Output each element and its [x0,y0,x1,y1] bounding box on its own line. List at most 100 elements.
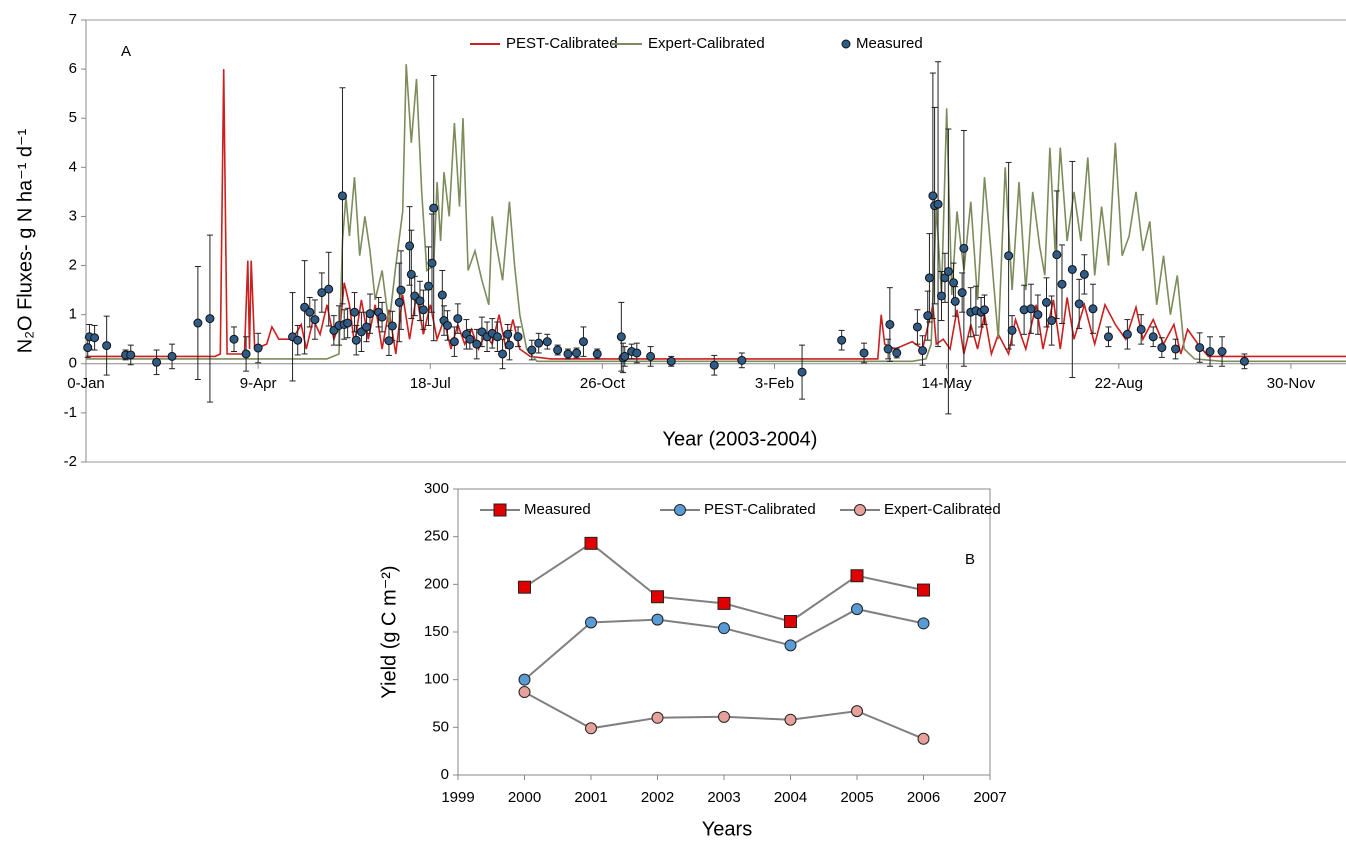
data-point [406,269,416,279]
data-point [405,241,415,251]
data-point [646,351,656,361]
marker [585,722,597,735]
data-point [350,307,360,317]
data-point [923,311,933,321]
marker [651,590,664,604]
data-point [1195,343,1205,353]
legend-label: Measured [524,501,591,518]
data-point [943,266,953,276]
data-point [553,345,563,355]
data-point [1033,310,1043,320]
data-point [885,319,895,329]
y-tick-label: 6 [69,60,77,77]
data-point [1217,347,1227,356]
legend-marker [854,504,866,516]
data-point [513,332,523,342]
y-tick-label: 1 [69,306,77,323]
marker [718,622,730,635]
data-point [797,367,807,377]
x-tick-label: 18-Jul [410,375,451,392]
data-point [534,338,544,348]
y-tick-label: 7 [69,11,77,28]
y-tick-label: 0 [441,766,449,783]
y-tick-label: -2 [64,453,77,470]
marker [518,580,531,594]
data-point [427,258,437,268]
data-point [892,348,902,358]
data-point [167,351,177,361]
data-point [418,305,428,315]
data-point [859,348,869,358]
data-point [465,334,475,344]
marker [917,732,930,745]
series-line [86,69,1346,360]
x-axis-title: Years [702,818,752,840]
data-point [1041,297,1051,307]
data-point [1122,329,1132,339]
y-tick-label: -1 [64,404,77,421]
marker [784,615,797,629]
data-point [1171,344,1181,354]
x-tick-label: 3-Feb [755,375,794,392]
y-tick-label: 250 [424,528,449,545]
y-tick-label: 3 [69,207,77,224]
data-point [377,312,387,322]
x-tick-label: 0-Jan [67,375,105,392]
data-point [351,335,361,345]
data-point [90,333,100,343]
data-point [362,322,372,332]
x-tick-label: 9-Apr [240,375,277,392]
x-tick-label: 30-Nov [1267,375,1316,392]
data-point [950,296,960,306]
x-tick-label: 1999 [441,789,474,806]
data-point [1067,264,1077,274]
data-point [959,243,969,253]
data-point [936,291,946,301]
x-tick-label: 2004 [774,789,807,806]
data-point [957,288,967,298]
data-point [343,318,353,328]
data-point [542,337,552,347]
data-point [365,309,375,319]
data-point [928,191,938,201]
x-tick-label: 26-Oct [580,375,626,392]
data-point [472,339,482,349]
x-tick-label: 22-Aug [1095,375,1143,392]
marker [851,603,863,616]
data-point [1047,316,1057,326]
data-point [429,203,439,213]
x-tick-label: 2003 [707,789,740,806]
data-point [883,344,893,354]
x-axis-title: Year (2003-2004) [663,428,818,450]
data-point [1088,304,1098,314]
x-tick-label: 2005 [840,789,873,806]
data-point [396,285,406,295]
data-point [1079,269,1089,279]
marker [851,705,863,718]
data-point [498,349,508,359]
data-point [453,314,463,324]
legend-label: Expert-Calibrated [884,501,1001,518]
y-tick-label: 50 [432,718,449,735]
data-point [253,343,263,353]
data-point [918,346,928,356]
data-point [229,334,239,344]
data-point [126,350,136,360]
x-tick-label: 2006 [907,789,940,806]
data-point [437,290,447,300]
marker [651,613,664,626]
data-point [415,296,425,306]
y-axis-title: N₂O Fluxes- g N ha⁻¹ d⁻¹ [14,128,36,353]
marker [784,639,797,652]
data-point [1052,250,1062,260]
data-point [1239,356,1249,366]
data-point [933,199,943,209]
data-point [152,357,162,367]
data-point [1103,332,1113,342]
series-line [86,64,1346,363]
data-point [102,341,112,351]
data-point [1074,299,1084,309]
marker [584,536,598,550]
